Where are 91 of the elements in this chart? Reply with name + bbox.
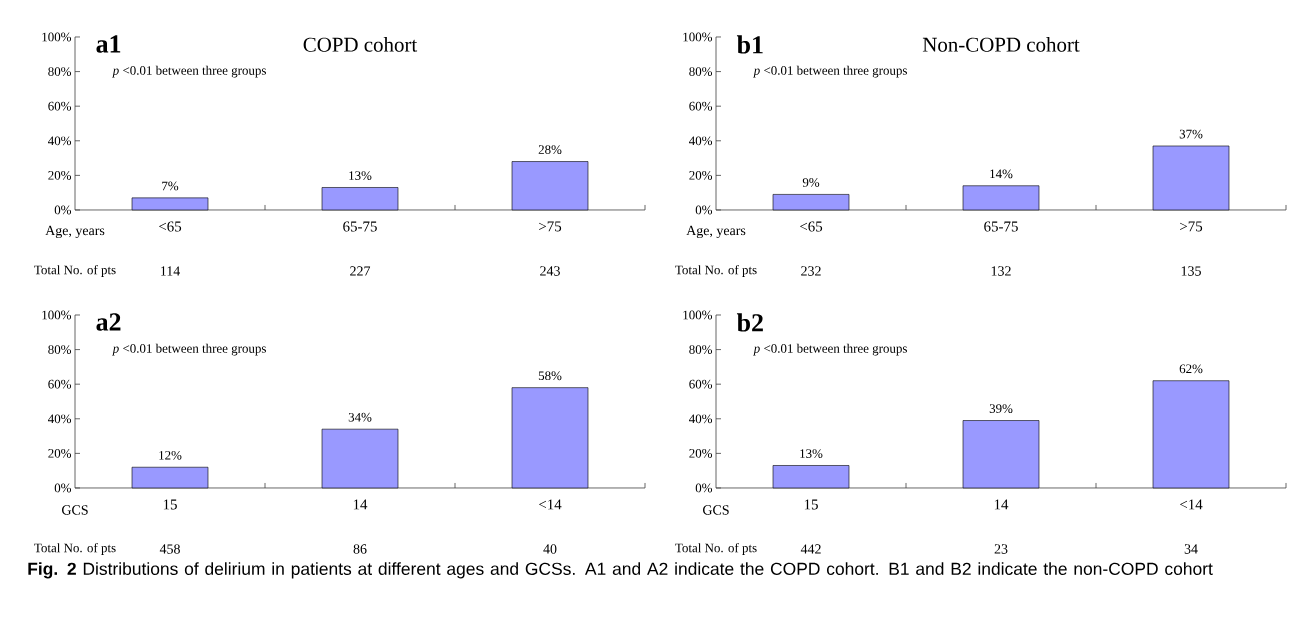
text: 34 xyxy=(1184,544,1198,554)
data-label: 62% xyxy=(1179,364,1203,374)
x-axis-title: GCS xyxy=(703,505,729,515)
data-label: 28% xyxy=(538,145,562,155)
x-tick-label: <65 xyxy=(800,221,823,232)
bar xyxy=(962,185,1040,211)
data-label: 39% xyxy=(989,404,1013,413)
y-tick-label: 60% xyxy=(48,101,72,111)
text: Total No. of pts xyxy=(675,543,757,555)
x-tick-label: <65 xyxy=(159,221,182,232)
y-tick-label: 20% xyxy=(689,449,713,458)
chart-title: a2 xyxy=(96,313,121,331)
x-tick-label: <14 xyxy=(539,499,562,510)
y-tick-label: 100% xyxy=(42,310,72,320)
data-label: 58% xyxy=(538,371,562,381)
text: 114 xyxy=(161,266,181,276)
text: 227 xyxy=(350,266,371,276)
y-tick-label: 20% xyxy=(48,449,72,458)
chart-title: a1 xyxy=(96,35,121,53)
y-tick-label: 0% xyxy=(54,205,72,215)
y-tick-label: 60% xyxy=(48,379,72,389)
annotation: p <0.01 between three groups xyxy=(752,343,907,356)
bar xyxy=(772,465,850,489)
y-tick-label: 100% xyxy=(683,32,713,42)
chart-subtitle: Non-COPD cohort xyxy=(922,37,1080,52)
data-label: 14% xyxy=(990,169,1013,179)
bar xyxy=(131,197,209,211)
text: 442 xyxy=(800,544,821,554)
text: 458 xyxy=(159,544,180,554)
text: 132 xyxy=(991,266,1011,276)
bar xyxy=(962,420,1040,489)
x-axis-title: Age, years xyxy=(45,225,105,239)
data-label: 13% xyxy=(800,449,823,458)
y-tick-label: 100% xyxy=(42,32,72,42)
data-label: 12% xyxy=(159,450,182,460)
x-tick-label: >75 xyxy=(1180,221,1203,232)
text: 86 xyxy=(353,544,367,554)
x-tick-label: 65-75 xyxy=(343,221,377,232)
bar xyxy=(772,194,850,211)
data-label: 7% xyxy=(162,181,179,191)
bar xyxy=(321,428,399,489)
annotation: p <0.01 between three groups xyxy=(111,343,266,356)
bar xyxy=(321,187,399,211)
chart-title: b2 xyxy=(736,313,763,332)
y-tick-label: 60% xyxy=(689,379,713,389)
x-tick-label: >75 xyxy=(539,221,562,232)
bar xyxy=(1152,380,1230,489)
text: Total No. of pts xyxy=(34,265,116,277)
y-tick-label: 40% xyxy=(48,136,72,146)
text: 23 xyxy=(994,544,1008,554)
y-tick-label: 80% xyxy=(48,67,72,76)
y-tick-label: 0% xyxy=(54,483,72,493)
y-tick-label: 40% xyxy=(689,136,713,146)
text: 232 xyxy=(801,266,821,276)
annotation: p <0.01 between three groups xyxy=(752,65,907,78)
bar xyxy=(511,387,589,489)
y-tick-label: 60% xyxy=(689,101,713,111)
text: 40 xyxy=(543,544,557,554)
text: Total No. of pts xyxy=(34,543,116,555)
annotation: p <0.01 between three groups xyxy=(111,65,266,78)
x-tick-label: 14 xyxy=(353,499,368,510)
bar xyxy=(1152,145,1230,211)
x-axis-title: Age, years xyxy=(686,225,746,239)
text: Fig. 2 Distributions of delirium in patients at different ages and GCSs. A1 and A2 indicate the COPD cohort. B1 and B2 indicate the non-COPD cohort xyxy=(28,562,1213,579)
x-tick-label: 15 xyxy=(804,499,818,510)
chart-title: b1 xyxy=(736,35,763,54)
data-label: 37% xyxy=(1179,129,1203,139)
y-tick-label: 0% xyxy=(695,483,713,493)
data-label: 9% xyxy=(802,178,820,187)
text: 243 xyxy=(540,266,560,276)
x-tick-label: 14 xyxy=(994,499,1009,510)
y-tick-label: 0% xyxy=(695,205,713,215)
y-tick-label: 40% xyxy=(48,414,72,424)
text: Total No. of pts xyxy=(675,265,757,277)
x-tick-label: 65-75 xyxy=(984,221,1018,232)
y-tick-label: 20% xyxy=(689,171,713,180)
text: 135 xyxy=(1181,266,1201,276)
y-tick-label: 100% xyxy=(683,310,713,320)
chart-subtitle: COPD cohort xyxy=(303,37,418,52)
x-tick-label: 15 xyxy=(163,499,177,510)
y-tick-label: 80% xyxy=(689,67,713,76)
y-tick-label: 80% xyxy=(48,345,72,354)
bar xyxy=(131,466,209,489)
y-tick-label: 80% xyxy=(689,345,713,354)
x-tick-label: <14 xyxy=(1180,499,1203,510)
y-tick-label: 20% xyxy=(48,171,72,180)
x-axis-title: GCS xyxy=(62,505,88,515)
bar xyxy=(511,161,589,211)
data-label: 34% xyxy=(348,412,372,422)
data-label: 13% xyxy=(349,171,372,180)
y-tick-label: 40% xyxy=(689,414,713,424)
